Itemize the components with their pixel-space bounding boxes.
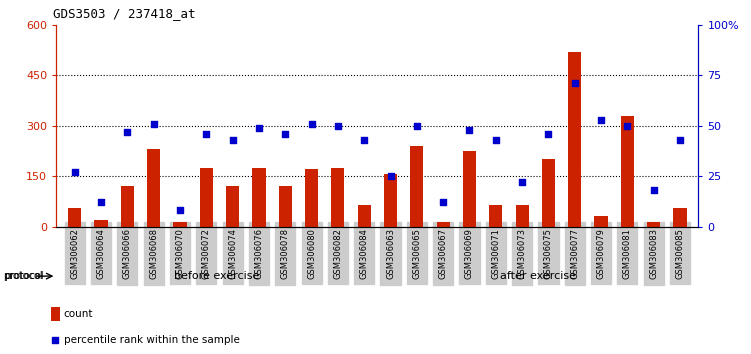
Point: [569, 80, 581, 86]
Text: percentile rank within the sample: percentile rank within the sample: [64, 335, 240, 344]
Point: [437, 200, 449, 205]
Bar: [200, 168, 213, 227]
Point: [148, 121, 160, 126]
Bar: [147, 149, 160, 227]
Point: [674, 137, 686, 143]
Bar: [542, 159, 555, 227]
Bar: [489, 205, 502, 227]
Text: protocol: protocol: [3, 271, 43, 281]
Bar: [410, 146, 424, 227]
Point: [647, 187, 659, 193]
Bar: [647, 222, 660, 227]
Text: GDS3503 / 237418_at: GDS3503 / 237418_at: [53, 7, 195, 20]
Point: [463, 127, 475, 132]
Point: [595, 117, 607, 122]
Point: [516, 179, 528, 185]
Point: [542, 131, 554, 137]
Bar: [331, 168, 345, 227]
Point: [490, 137, 502, 143]
Bar: [357, 205, 371, 227]
Bar: [515, 205, 529, 227]
Bar: [68, 208, 81, 227]
Bar: [173, 222, 186, 227]
Point: [332, 123, 344, 129]
Point: [174, 207, 186, 213]
Bar: [384, 175, 397, 227]
Bar: [569, 52, 581, 227]
Bar: [252, 168, 266, 227]
Bar: [305, 170, 318, 227]
Bar: [121, 186, 134, 227]
Point: [385, 173, 397, 179]
Text: count: count: [64, 309, 93, 319]
Bar: [279, 186, 292, 227]
Bar: [95, 220, 107, 227]
Point: [253, 125, 265, 131]
Point: [69, 169, 81, 175]
Bar: [674, 208, 686, 227]
Bar: [51, 307, 60, 321]
Point: [358, 137, 370, 143]
Bar: [595, 216, 608, 227]
Point: [411, 123, 423, 129]
Point: [279, 131, 291, 137]
Bar: [463, 151, 476, 227]
Point: [227, 137, 239, 143]
Bar: [621, 115, 634, 227]
Point: [50, 337, 62, 342]
Point: [95, 200, 107, 205]
Point: [306, 121, 318, 126]
Bar: [226, 186, 240, 227]
Point: [201, 131, 213, 137]
Text: before exercise: before exercise: [174, 271, 260, 281]
Text: protocol: protocol: [4, 271, 44, 281]
Text: after exercise: after exercise: [500, 271, 576, 281]
Point: [621, 123, 633, 129]
Bar: [436, 222, 450, 227]
Point: [122, 129, 134, 135]
